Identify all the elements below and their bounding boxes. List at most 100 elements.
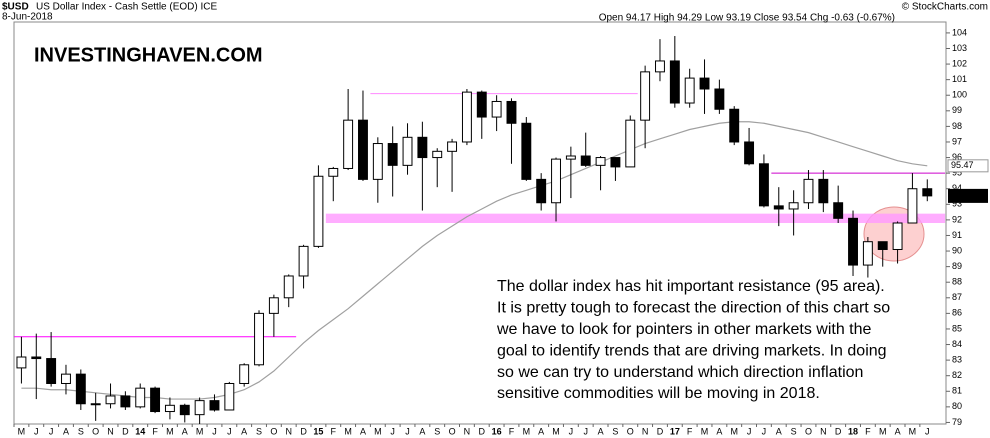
x-tick-label: M: [374, 426, 382, 436]
candle-body: [194, 400, 205, 416]
candle-body: [818, 178, 829, 204]
ma-value-label: 95.47: [951, 160, 974, 170]
y-tick-label: 85: [952, 323, 962, 333]
candle-body: [150, 387, 161, 413]
moving-average: [21, 121, 928, 400]
x-tick-label: 18: [848, 426, 858, 436]
candle-body: [788, 202, 799, 210]
candle-body: [521, 122, 532, 180]
candle-body: [684, 77, 695, 104]
candle-body: [610, 157, 621, 168]
close-value-box: [948, 188, 988, 203]
x-tick-label: M: [909, 426, 917, 436]
x-tick-label: A: [419, 426, 425, 436]
candle-body: [387, 143, 398, 166]
candle-body: [714, 88, 725, 110]
candle-body: [699, 77, 710, 90]
candle-body: [476, 91, 487, 118]
close-value-label: 93.54: [951, 190, 974, 200]
x-tick-label: M: [18, 426, 26, 436]
candle-body: [565, 155, 576, 160]
candle-body: [105, 395, 116, 405]
candle-body: [773, 205, 784, 210]
x-tick-label: M: [523, 426, 531, 436]
x-tick-label: J: [227, 426, 232, 436]
chart-title: US Dollar Index - Cash Settle (EOD) ICE: [36, 2, 217, 13]
x-tick-label: O: [805, 426, 812, 436]
watermark: INVESTINGHAVEN.COM: [34, 44, 263, 66]
x-tick-label: 15: [313, 426, 323, 436]
y-tick-label: 87: [952, 292, 962, 302]
candle-body: [46, 358, 57, 384]
x-tick-label: A: [241, 426, 247, 436]
x-tick-label: D: [479, 426, 486, 436]
y-tick-label: 95: [952, 168, 962, 178]
candle-body: [120, 395, 131, 408]
candle-body: [655, 60, 665, 73]
y-tick-label: 100: [952, 90, 967, 100]
credit: © StockCharts.com: [902, 2, 988, 13]
candle-body: [729, 108, 740, 143]
x-tick-label: N: [820, 426, 827, 436]
y-tick-label: 91: [952, 230, 962, 240]
resistance-band: [325, 213, 946, 223]
annotation-line: goal to identify trends that are driving…: [497, 342, 887, 359]
candle-body: [848, 217, 858, 266]
x-tick-label: A: [360, 426, 366, 436]
x-tick-label: A: [538, 426, 544, 436]
x-tick-label: D: [300, 426, 307, 436]
y-tick-label: 90: [952, 245, 962, 255]
candle-body: [758, 163, 769, 207]
candle-body: [551, 158, 561, 204]
candle-body: [298, 245, 309, 277]
candle-body: [358, 119, 368, 180]
x-tick-label: M: [701, 426, 709, 436]
candle-body: [402, 136, 413, 166]
y-tick-label: 94: [952, 183, 962, 193]
x-tick-label: F: [865, 426, 871, 436]
candle-body: [224, 382, 235, 411]
candle-body: [179, 404, 190, 416]
x-tick-label: O: [270, 426, 277, 436]
y-tick-label: 80: [952, 401, 962, 411]
x-tick-label: F: [687, 426, 693, 436]
x-tick-label: D: [835, 426, 842, 436]
y-tick-label: 86: [952, 308, 962, 318]
x-tick-label: J: [569, 426, 574, 436]
x-tick-label: J: [405, 426, 410, 436]
candle-body: [447, 141, 458, 152]
x-tick-label: N: [464, 426, 471, 436]
x-tick-label: J: [49, 426, 54, 436]
x-tick-label: N: [642, 426, 649, 436]
candle-body: [61, 373, 71, 384]
candle-body: [491, 100, 502, 118]
candle-body: [432, 150, 443, 159]
candle-body: [506, 100, 517, 124]
x-tick-label: D: [122, 426, 129, 436]
x-tick-label: J: [390, 426, 395, 436]
y-tick-label: 79: [952, 417, 962, 427]
candle-body: [862, 241, 873, 266]
ma-value-box: [947, 159, 989, 173]
candle-body: [209, 400, 220, 411]
x-tick-label: M: [552, 426, 560, 436]
candle-body: [164, 404, 175, 413]
candle-body: [343, 119, 354, 169]
x-tick-label: S: [791, 426, 797, 436]
annotation-line: we have to look for pointers in other ma…: [496, 321, 872, 338]
x-tick-label: F: [331, 426, 337, 436]
x-tick-label: 16: [492, 426, 502, 436]
candle-body: [461, 91, 472, 143]
candle-body: [372, 143, 383, 180]
candle-body: [313, 175, 324, 247]
candle-body: [833, 202, 844, 219]
y-tick-label: 81: [952, 386, 962, 396]
candle-body: [595, 157, 606, 166]
x-tick-label: 14: [135, 426, 145, 436]
x-tick-label: M: [166, 426, 174, 436]
candle-body: [580, 155, 591, 166]
x-tick-label: M: [730, 426, 738, 436]
candle-body: [16, 356, 27, 369]
annotation-line: sensitive commodities will be moving in …: [497, 385, 820, 402]
